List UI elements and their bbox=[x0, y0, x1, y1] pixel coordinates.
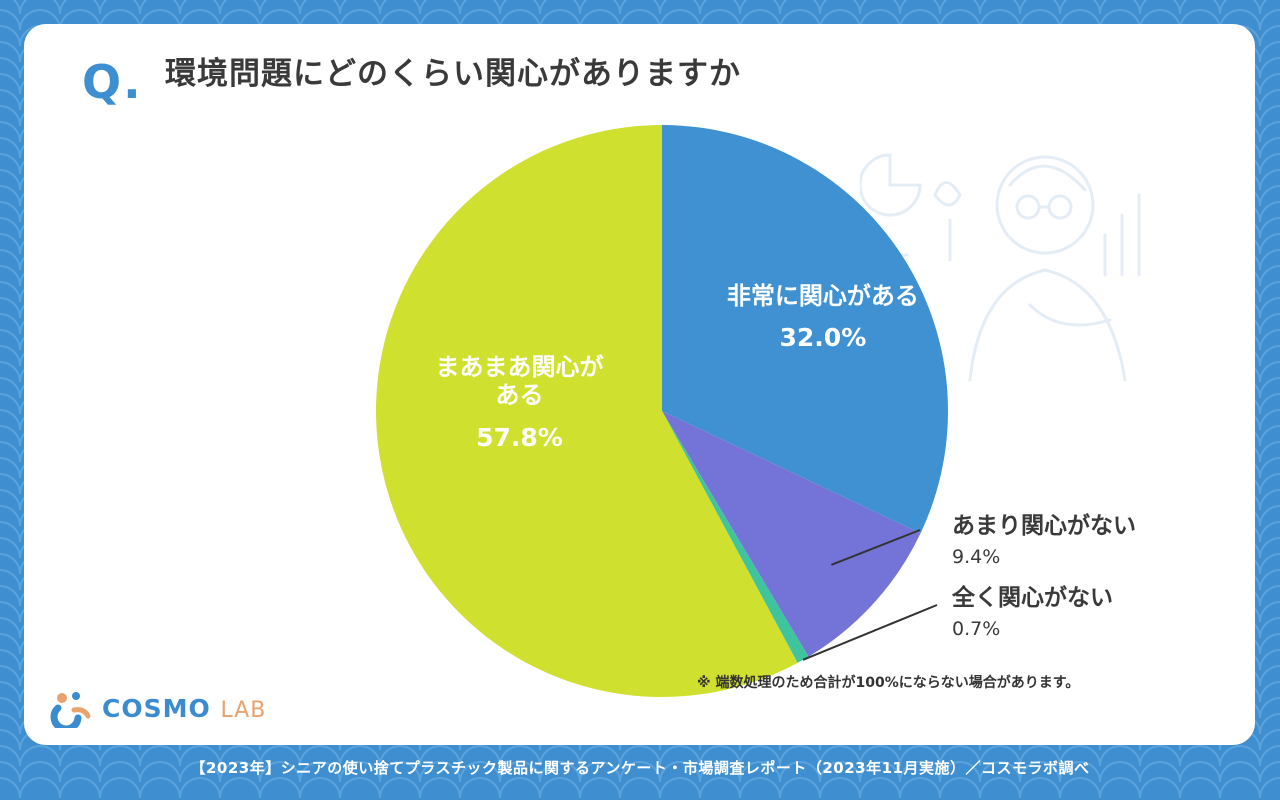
slice-percent: 0.7% bbox=[952, 618, 1001, 640]
slice-label-somewhat-interested: まあまあ関心が ある 57.8% bbox=[435, 354, 603, 452]
pie-slice-not-interested-at-all bbox=[662, 411, 809, 663]
leader-line-not-very-interested bbox=[830, 529, 921, 566]
logo-wordmark: COSMO LAB bbox=[102, 694, 266, 723]
slice-percent: 32.0% bbox=[779, 323, 867, 353]
leader-line-not-interested-at-all bbox=[802, 604, 938, 661]
pie-slice-very-interested bbox=[662, 125, 948, 534]
slice-name: 全く関心がない bbox=[952, 585, 1113, 611]
rounding-note: ※ 端数処理のため合計が100%にならない場合があります。 bbox=[697, 675, 1080, 691]
cosmo-lab-logo: COSMO LAB bbox=[48, 688, 266, 728]
slice-name-line1: まあまあ関心が bbox=[435, 353, 604, 382]
page-title: 環境問題にどのくらい関心がありますか bbox=[165, 56, 741, 92]
pie-slice-somewhat-interested bbox=[375, 125, 798, 697]
footer-source: 【2023年】シニアの使い捨てプラスチック製品に関するアンケート・市場調査レポー… bbox=[190, 759, 1090, 777]
slice-label-not-interested-at-all: 全く関心がない 0.7% bbox=[952, 578, 1113, 640]
logo-lab: LAB bbox=[220, 697, 267, 723]
pie-slice-not-very-interested bbox=[662, 411, 921, 657]
cosmo-lab-logo-icon bbox=[50, 692, 91, 728]
slice-label-not-very-interested: あまり関心がない 9.4% bbox=[952, 506, 1136, 568]
slice-label-very-interested: 非常に関心がある 32.0% bbox=[726, 281, 919, 353]
slice-percent: 57.8% bbox=[476, 422, 563, 452]
slice-name: 非常に関心がある bbox=[726, 281, 919, 310]
question-mark-label: Q. bbox=[82, 55, 143, 109]
logo-cosmo: COSMO bbox=[102, 693, 211, 723]
slice-name-line2: ある bbox=[495, 381, 544, 410]
slice-name: あまり関心がない bbox=[952, 513, 1136, 539]
slice-percent: 9.4% bbox=[952, 546, 1001, 568]
